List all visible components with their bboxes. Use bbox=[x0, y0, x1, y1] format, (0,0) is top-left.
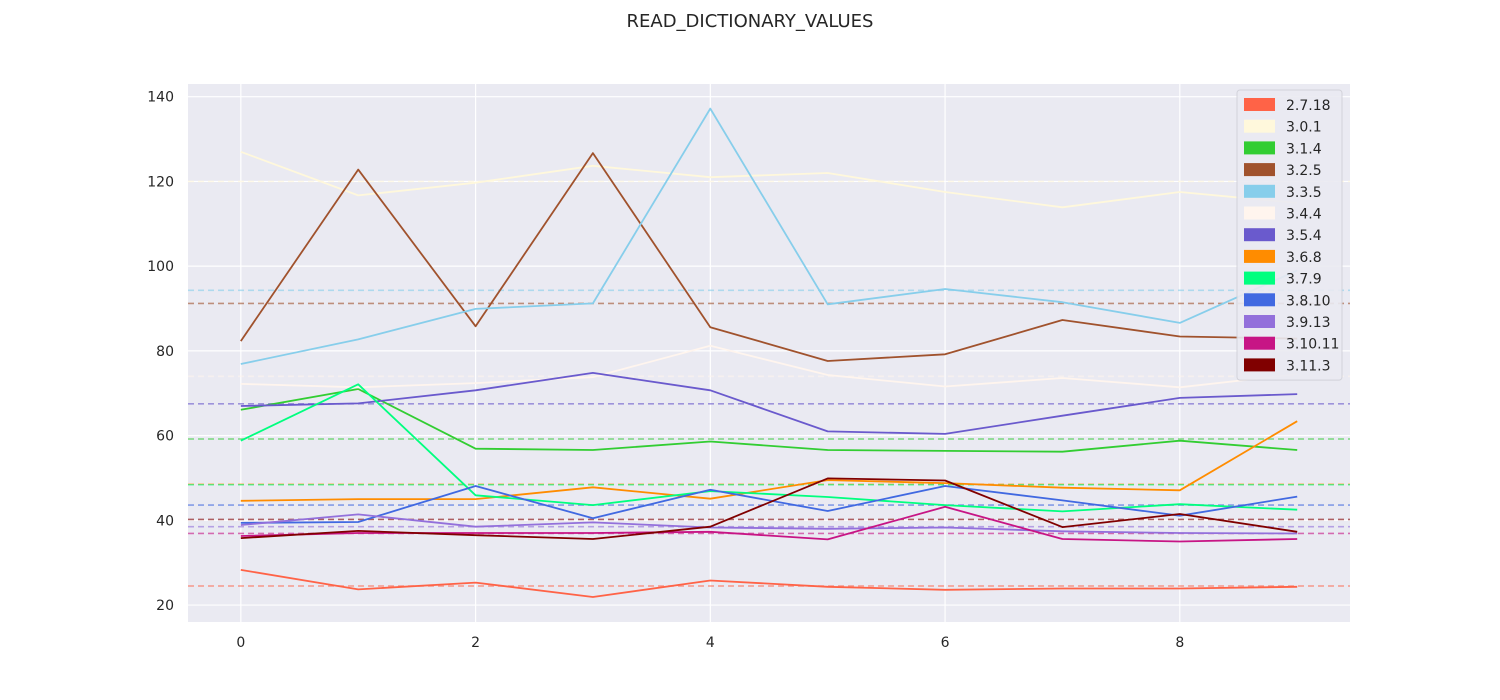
legend-label: 3.8.10 bbox=[1286, 293, 1331, 309]
y-tick-label: 20 bbox=[156, 598, 174, 614]
series-line bbox=[240, 107, 1298, 365]
series-line bbox=[240, 477, 1298, 540]
x-axis-ticks: 0 2 4 6 8 bbox=[236, 635, 1184, 651]
legend-swatch bbox=[1244, 293, 1275, 307]
series-line bbox=[240, 485, 1298, 524]
legend-swatch bbox=[1244, 336, 1275, 350]
mean-lines bbox=[188, 180, 1350, 587]
legend-swatch bbox=[1244, 98, 1275, 111]
x-tick-label: 6 bbox=[941, 635, 950, 651]
y-tick-label: 80 bbox=[156, 344, 174, 360]
legend-swatch bbox=[1244, 184, 1275, 198]
y-tick-label: 60 bbox=[156, 429, 174, 445]
legend-label: 3.6.8 bbox=[1286, 250, 1322, 266]
legend-label: 3.0.1 bbox=[1286, 120, 1322, 136]
legend-label: 3.9.13 bbox=[1286, 315, 1331, 331]
chart-title: READ_DICTIONARY_VALUES bbox=[626, 11, 874, 32]
legend-label: 3.2.5 bbox=[1286, 163, 1322, 179]
legend-swatch bbox=[1244, 249, 1275, 263]
legend-label: 3.1.4 bbox=[1286, 141, 1322, 157]
series-line bbox=[240, 344, 1298, 389]
series-line bbox=[240, 513, 1298, 535]
y-tick-label: 100 bbox=[147, 259, 174, 275]
series-lines bbox=[240, 107, 1298, 598]
y-axis-ticks: 20 40 60 80 100 120 140 bbox=[147, 90, 174, 614]
legend-swatch bbox=[1244, 119, 1275, 133]
legend-label: 2.7.18 bbox=[1286, 98, 1331, 114]
series-line bbox=[240, 569, 1298, 598]
series-line bbox=[240, 371, 1298, 435]
y-tick-label: 120 bbox=[147, 174, 174, 190]
legend-label: 3.3.5 bbox=[1286, 185, 1322, 201]
legend: 2.7.18 3.0.1 3.1.4 3.2.5 3.3.5 3.4.4 3.5.4 3.6.… bbox=[1236, 89, 1343, 381]
x-tick-label: 0 bbox=[236, 635, 245, 651]
x-tick-label: 2 bbox=[471, 635, 480, 651]
series-line bbox=[240, 150, 1298, 209]
x-tick-label: 8 bbox=[1175, 635, 1184, 651]
legend-label: 3.4.4 bbox=[1286, 207, 1322, 223]
y-tick-label: 140 bbox=[147, 90, 174, 106]
legend-swatch bbox=[1244, 206, 1275, 220]
series-line bbox=[240, 388, 1298, 453]
x-tick-label: 4 bbox=[706, 635, 715, 651]
legend-label: 3.10.11 bbox=[1286, 337, 1339, 353]
series-line bbox=[240, 420, 1298, 502]
legend-swatch bbox=[1244, 228, 1275, 242]
legend-swatch bbox=[1244, 271, 1275, 285]
legend-swatch bbox=[1244, 163, 1275, 177]
y-tick-label: 40 bbox=[156, 513, 174, 529]
legend-swatch bbox=[1244, 141, 1275, 155]
legend-swatch bbox=[1244, 315, 1275, 328]
legend-label: 3.5.4 bbox=[1286, 228, 1322, 244]
legend-label: 3.11.3 bbox=[1286, 358, 1331, 374]
legend-box bbox=[1236, 89, 1343, 381]
series-line bbox=[240, 152, 1298, 362]
legend-label: 3.7.9 bbox=[1286, 272, 1322, 288]
legend-swatch bbox=[1244, 358, 1275, 372]
